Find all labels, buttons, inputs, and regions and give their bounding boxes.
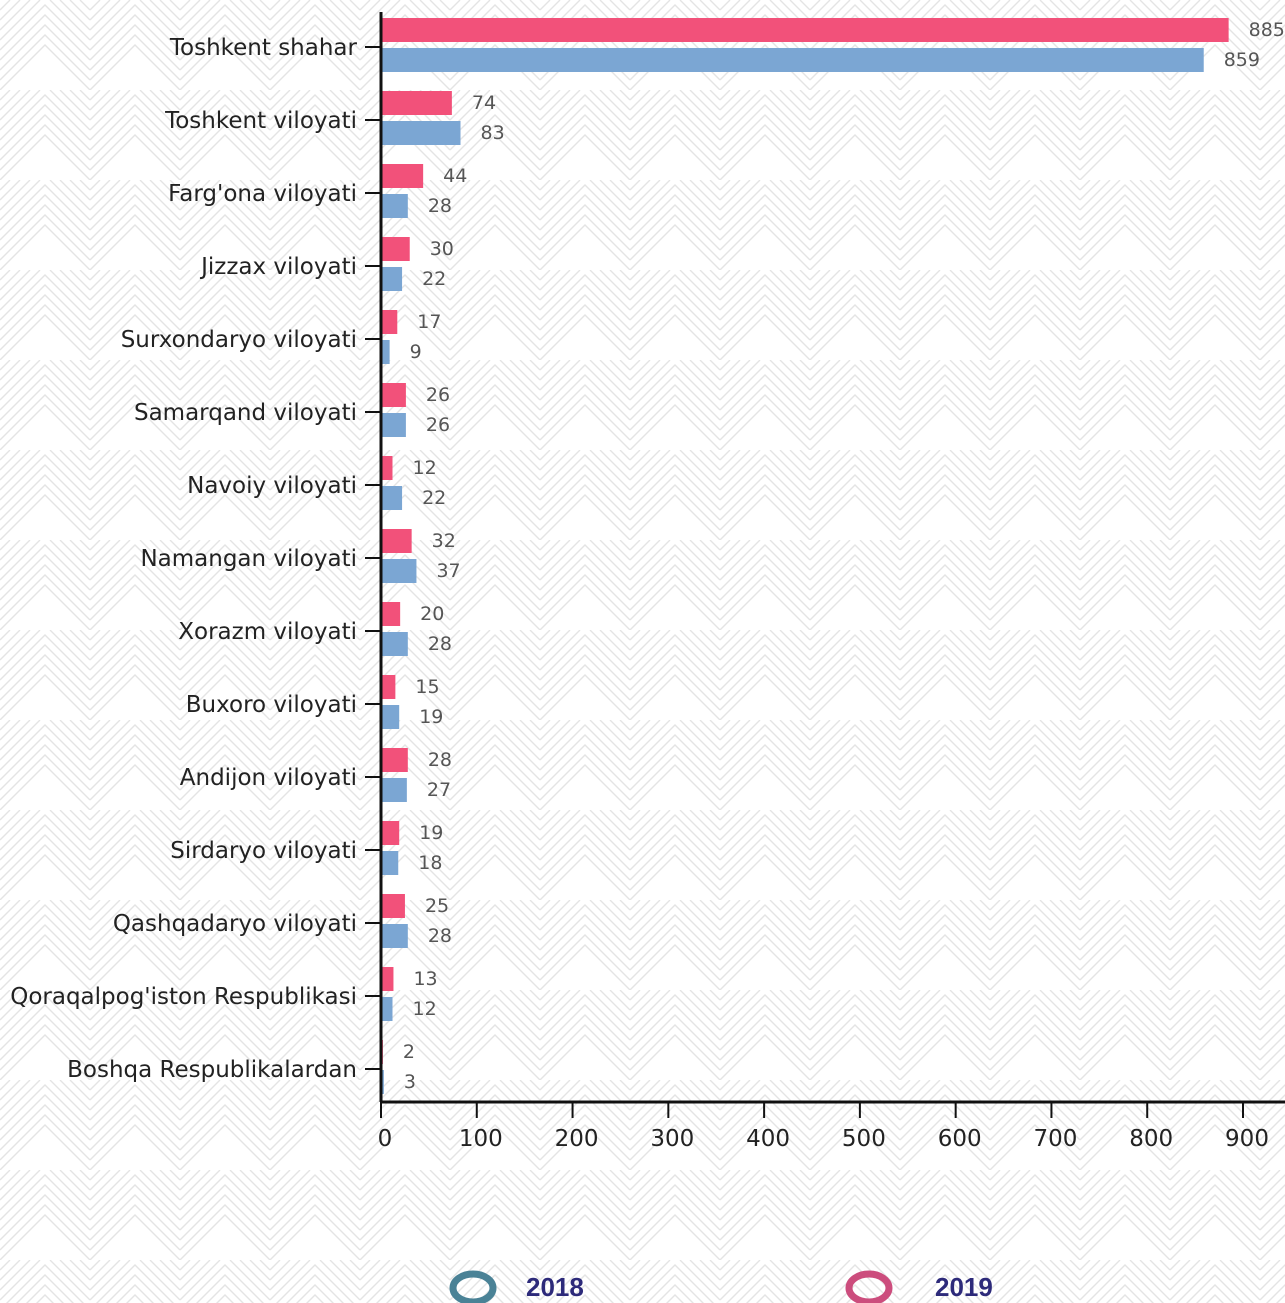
category-label: Qashqadaryo viloyati <box>113 911 357 937</box>
category-label: Sirdaryo viloyati <box>170 838 357 864</box>
value-label-2019: 32 <box>432 530 456 552</box>
bars-group <box>381 18 1229 1094</box>
x-tick-label: 700 <box>1033 1126 1077 1152</box>
x-tick-label: 0 <box>378 1126 393 1152</box>
bar-2018 <box>381 486 403 510</box>
x-tick-label: 200 <box>555 1126 599 1152</box>
value-label-2018: 12 <box>412 998 436 1020</box>
bar-2018 <box>381 559 417 583</box>
category-label: Farg'ona viloyati <box>168 181 357 207</box>
bar-2019 <box>381 602 401 626</box>
bar-2019 <box>381 748 408 772</box>
bar-2018 <box>381 340 390 364</box>
category-label: Qoraqalpog'iston Respublikasi <box>10 984 357 1010</box>
value-label-2018: 37 <box>436 560 460 582</box>
value-label-2018: 3 <box>404 1071 416 1093</box>
legend-ring-icon <box>845 1270 893 1303</box>
value-label-2019: 19 <box>419 822 443 844</box>
bar-2018 <box>381 413 406 437</box>
category-label: Toshkent viloyati <box>164 108 357 134</box>
bar-2019 <box>381 529 412 553</box>
category-label: Andijon viloyati <box>180 765 357 791</box>
bar-2019 <box>381 821 400 845</box>
legend-label-2019: 2019 <box>935 1272 993 1302</box>
bar-2019 <box>381 310 398 334</box>
category-label: Samarqand viloyati <box>134 400 357 426</box>
bar-2018 <box>381 48 1204 72</box>
bar-2019 <box>381 164 424 188</box>
category-label: Jizzax viloyati <box>199 254 357 280</box>
value-label-2019: 13 <box>413 968 437 990</box>
legend-ring-icon <box>449 1270 497 1303</box>
bar-2018 <box>381 267 403 291</box>
x-tick-label: 300 <box>650 1126 694 1152</box>
value-label-2018: 28 <box>428 195 452 217</box>
value-label-2018: 26 <box>426 414 450 436</box>
bar-2018 <box>381 121 461 145</box>
value-label-2019: 25 <box>425 895 449 917</box>
category-label: Xorazm viloyati <box>178 619 357 645</box>
x-tick-label: 100 <box>459 1126 503 1152</box>
bar-2018 <box>381 997 393 1021</box>
x-tick-label: 900 <box>1225 1126 1269 1152</box>
value-label-2019: 44 <box>443 165 467 187</box>
labels-group: Toshkent shahar 885 859 Toshkent viloyati 74… <box>10 19 1285 1093</box>
value-label-2019: 17 <box>417 311 441 333</box>
category-label: Namangan viloyati <box>140 546 357 572</box>
value-label-2019: 15 <box>415 676 439 698</box>
bar-2018 <box>381 194 408 218</box>
legend-label-2018: 2018 <box>526 1272 584 1302</box>
x-tick-label: 800 <box>1129 1126 1173 1152</box>
bar-2019 <box>381 675 396 699</box>
category-label: Toshkent shahar <box>169 35 358 61</box>
value-label-2018: 18 <box>418 852 442 874</box>
bar-2019 <box>381 237 410 261</box>
category-label: Buxoro viloyati <box>186 692 357 718</box>
value-label-2019: 2 <box>403 1041 415 1063</box>
value-label-2018: 22 <box>422 487 446 509</box>
value-label-2018: 22 <box>422 268 446 290</box>
value-label-2018: 83 <box>480 122 504 144</box>
axis-group: 0 100 200 300 400 500 600 700 800 900 <box>365 46 1269 1152</box>
category-label: Navoiy viloyati <box>187 473 357 499</box>
x-tick-label: 400 <box>746 1126 790 1152</box>
bar-2018 <box>381 632 408 656</box>
legend: 2018 2019 <box>449 1270 993 1303</box>
bar-2019 <box>381 456 393 480</box>
bar-2018 <box>381 924 408 948</box>
value-label-2018: 28 <box>428 633 452 655</box>
value-label-2019: 74 <box>472 92 496 114</box>
category-label: Boshqa Respublikalardan <box>67 1057 357 1083</box>
x-tick-label: 500 <box>842 1126 886 1152</box>
value-label-2019: 28 <box>428 749 452 771</box>
bar-2019 <box>381 18 1229 42</box>
value-label-2018: 859 <box>1224 49 1260 71</box>
category-label: Surxondaryo viloyati <box>121 327 357 353</box>
bar-2019 <box>381 894 405 918</box>
bar-2018 <box>381 778 407 802</box>
value-label-2019: 885 <box>1249 19 1285 41</box>
bar-2019 <box>381 967 394 991</box>
value-label-2018: 27 <box>427 779 451 801</box>
bar-2019 <box>381 91 452 115</box>
value-label-2018: 28 <box>428 925 452 947</box>
value-label-2018: 19 <box>419 706 443 728</box>
value-label-2019: 20 <box>420 603 444 625</box>
value-label-2019: 12 <box>412 457 436 479</box>
value-label-2018: 9 <box>410 341 422 363</box>
value-label-2019: 26 <box>426 384 450 406</box>
bar-2018 <box>381 851 399 875</box>
value-label-2019: 30 <box>430 238 454 260</box>
bar-2018 <box>381 705 400 729</box>
x-tick-label: 600 <box>938 1126 982 1152</box>
bar-2019 <box>381 383 406 407</box>
